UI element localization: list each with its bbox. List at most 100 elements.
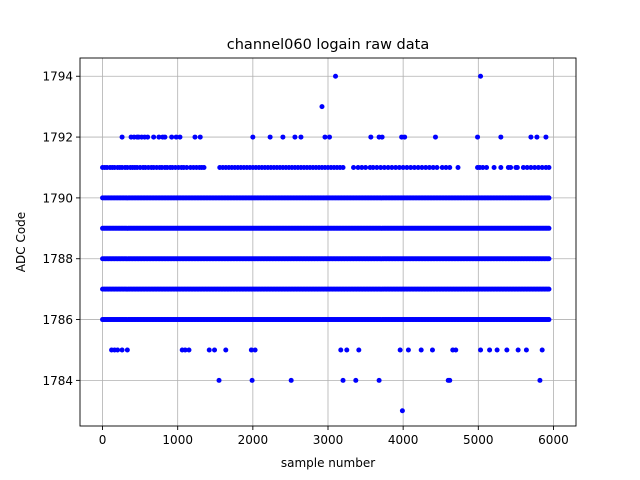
data-point: [359, 164, 365, 170]
data-point: [514, 164, 520, 170]
points-layer: [100, 73, 552, 414]
data-point: [498, 134, 504, 140]
data-point: [340, 164, 346, 170]
data-point: [393, 164, 399, 170]
data-point: [434, 164, 440, 170]
data-point: [206, 347, 212, 353]
data-point: [353, 377, 359, 383]
data-point: [402, 134, 408, 140]
data-point: [249, 377, 255, 383]
data-point: [537, 377, 543, 383]
data-point: [447, 377, 453, 383]
data-point: [546, 256, 552, 262]
data-point: [430, 164, 436, 170]
data-point: [546, 195, 552, 201]
data-point: [408, 164, 414, 170]
data-point: [340, 377, 346, 383]
data-point: [504, 347, 510, 353]
tick-layer: 0 1000 2000 3000 4000 5000 6000 1784 1786 1788 179…: [42, 70, 568, 447]
data-point: [248, 347, 254, 353]
data-point: [546, 225, 552, 231]
y-tick-label: 1794: [42, 70, 73, 84]
data-point: [145, 134, 151, 140]
data-point: [443, 164, 449, 170]
data-point: [455, 164, 461, 170]
data-point: [115, 347, 121, 353]
y-axis-label: ADC Code: [14, 212, 28, 272]
data-point: [124, 347, 130, 353]
data-point: [498, 164, 504, 170]
data-point: [405, 347, 411, 353]
y-tick-label: 1786: [42, 313, 73, 327]
y-tick-label: 1792: [42, 131, 73, 145]
data-point: [298, 134, 304, 140]
data-point: [192, 134, 198, 140]
x-tick-label: 3000: [313, 433, 344, 447]
data-point: [292, 134, 298, 140]
data-point: [418, 347, 424, 353]
data-point: [539, 347, 545, 353]
data-point: [484, 164, 490, 170]
data-point: [429, 347, 435, 353]
data-point: [475, 134, 481, 140]
data-point: [515, 347, 521, 353]
data-point: [389, 164, 395, 170]
data-point: [197, 134, 203, 140]
data-point: [280, 134, 286, 140]
x-tick-label: 4000: [388, 433, 419, 447]
data-point: [528, 164, 534, 170]
plot-frame: [79, 57, 577, 427]
data-point: [338, 347, 344, 353]
data-point: [119, 134, 125, 140]
data-point: [404, 164, 410, 170]
x-tick-label: 0: [99, 433, 107, 447]
data-point: [333, 73, 339, 79]
data-point: [356, 347, 362, 353]
data-point: [453, 347, 459, 353]
data-point: [162, 134, 168, 140]
x-axis-label: sample number: [281, 456, 375, 470]
data-point: [223, 347, 229, 353]
data-point: [508, 164, 514, 170]
data-point: [480, 164, 486, 170]
data-point: [385, 164, 391, 170]
data-point: [184, 164, 190, 170]
data-point: [426, 164, 432, 170]
data-point: [156, 134, 162, 140]
data-point: [432, 134, 438, 140]
data-point: [252, 347, 258, 353]
x-tick-label: 2000: [238, 433, 269, 447]
data-point: [491, 164, 497, 170]
data-point: [543, 134, 549, 140]
data-point: [119, 347, 125, 353]
data-point: [368, 134, 374, 140]
data-point: [423, 164, 429, 170]
data-point: [322, 134, 328, 140]
data-point: [487, 347, 493, 353]
data-point: [532, 164, 538, 170]
data-point: [212, 347, 218, 353]
data-point: [173, 134, 179, 140]
data-point: [419, 164, 425, 170]
data-point: [355, 164, 361, 170]
data-point: [400, 164, 406, 170]
data-point: [439, 164, 445, 170]
data-point: [250, 134, 256, 140]
data-point: [396, 164, 402, 170]
data-point: [397, 347, 403, 353]
data-point: [216, 377, 222, 383]
x-tick-label: 1000: [162, 433, 193, 447]
data-point: [415, 164, 421, 170]
data-point: [399, 408, 405, 414]
data-point: [539, 164, 545, 170]
data-point: [478, 347, 484, 353]
data-point: [378, 164, 384, 170]
data-point: [201, 164, 207, 170]
data-point: [376, 377, 382, 383]
data-point: [381, 164, 387, 170]
data-point: [267, 134, 273, 140]
data-point: [288, 377, 294, 383]
data-point: [370, 164, 376, 170]
